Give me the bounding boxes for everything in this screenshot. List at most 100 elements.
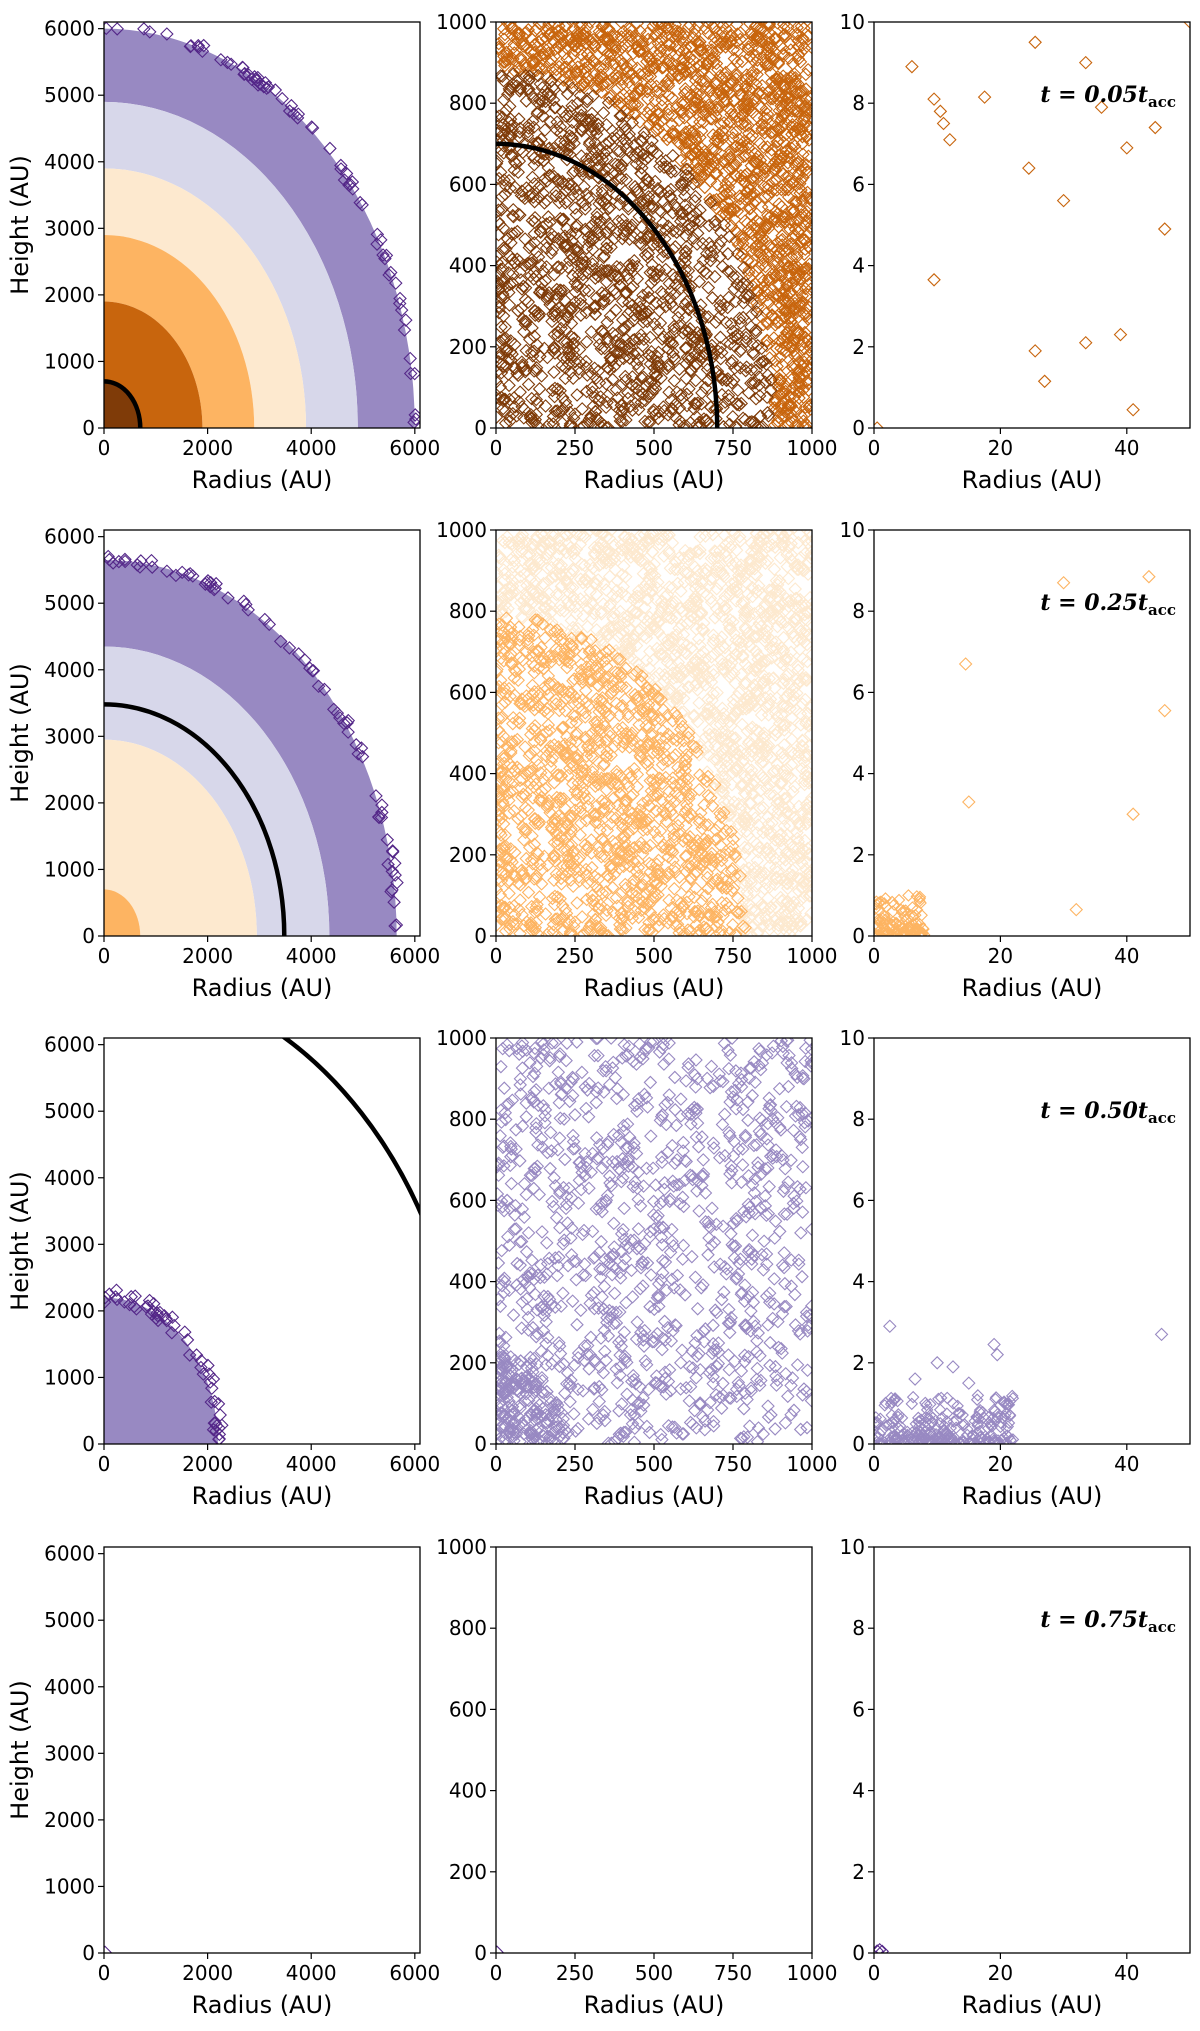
data-point — [683, 22, 697, 32]
data-point — [793, 550, 808, 565]
data-point — [545, 570, 560, 584]
data-point — [780, 690, 794, 704]
data-point — [748, 567, 762, 582]
data-point — [801, 149, 812, 164]
data-point — [783, 144, 798, 159]
data-point — [785, 863, 800, 877]
data-point — [589, 530, 603, 538]
data-point — [637, 530, 652, 542]
data-point — [634, 167, 649, 181]
data-point — [770, 135, 784, 149]
data-point — [594, 548, 609, 563]
data-point — [581, 230, 596, 245]
data-point — [764, 633, 779, 648]
y-tick-label: 4 — [852, 254, 865, 278]
data-point — [653, 316, 668, 330]
data-point — [685, 101, 699, 115]
y-tick-label: 1000 — [44, 349, 95, 373]
data-point — [676, 56, 691, 71]
data-point — [692, 274, 707, 289]
data-point — [734, 641, 749, 655]
data-point — [634, 302, 649, 317]
data-point — [585, 385, 600, 399]
data-point — [577, 179, 591, 194]
data-point — [781, 22, 795, 35]
data-point — [503, 22, 517, 30]
data-point — [761, 653, 775, 667]
data-point — [621, 385, 635, 400]
data-point — [688, 348, 702, 363]
data-point — [339, 166, 354, 181]
data-point — [733, 344, 747, 359]
data-point — [737, 260, 751, 275]
data-point — [647, 825, 662, 839]
data-point — [749, 305, 764, 319]
data-point — [548, 381, 562, 396]
data-point — [639, 653, 654, 668]
data-point — [575, 251, 590, 266]
data-point — [766, 157, 781, 172]
data-point — [738, 620, 753, 635]
data-point — [798, 692, 812, 707]
data-point — [511, 715, 526, 730]
data-point — [593, 390, 608, 404]
data-point — [523, 188, 538, 202]
data-point — [284, 98, 299, 113]
data-point — [619, 413, 633, 427]
data-point — [777, 409, 791, 423]
data-point — [801, 240, 812, 254]
data-point — [725, 839, 740, 853]
data-point — [715, 743, 730, 757]
data-point — [787, 746, 801, 761]
data-point — [642, 227, 656, 242]
data-point — [638, 393, 653, 408]
data-point — [674, 388, 688, 402]
data-point — [588, 40, 602, 54]
data-point — [496, 751, 511, 766]
data-point — [627, 628, 641, 642]
data-point — [649, 79, 664, 94]
data-point — [792, 799, 806, 814]
data-point — [724, 825, 738, 839]
data-point — [757, 179, 771, 194]
data-point — [380, 833, 395, 847]
data-point — [679, 419, 694, 428]
data-point — [718, 81, 732, 96]
data-point — [799, 309, 812, 324]
data-point — [798, 242, 812, 257]
data-point — [621, 644, 636, 658]
data-point — [713, 566, 728, 580]
data-point — [742, 634, 756, 649]
data-point — [552, 652, 567, 667]
data-point — [525, 562, 539, 577]
data-point — [758, 118, 772, 133]
data-point — [559, 398, 574, 413]
data-point — [613, 144, 627, 159]
data-point — [737, 808, 751, 823]
data-point — [801, 63, 812, 77]
data-point — [569, 735, 583, 749]
data-point — [511, 165, 525, 180]
data-point — [724, 651, 739, 665]
data-point — [737, 290, 752, 304]
data-point — [649, 296, 664, 310]
data-point — [681, 162, 695, 177]
data-point — [505, 585, 520, 600]
data-point — [797, 99, 812, 113]
data-point — [742, 101, 756, 116]
data-point — [698, 309, 712, 324]
data-point — [770, 22, 785, 30]
data-point — [553, 134, 568, 149]
data-point — [619, 541, 633, 555]
data-point — [542, 586, 556, 601]
data-point — [726, 692, 741, 707]
data-point — [704, 730, 719, 745]
data-point — [601, 332, 615, 346]
data-point — [506, 22, 520, 35]
data-point — [539, 241, 554, 255]
data-point — [623, 399, 638, 413]
data-point — [780, 847, 794, 862]
data-point — [800, 673, 812, 687]
data-point — [764, 383, 778, 398]
y-tick-label: 400 — [449, 254, 487, 278]
